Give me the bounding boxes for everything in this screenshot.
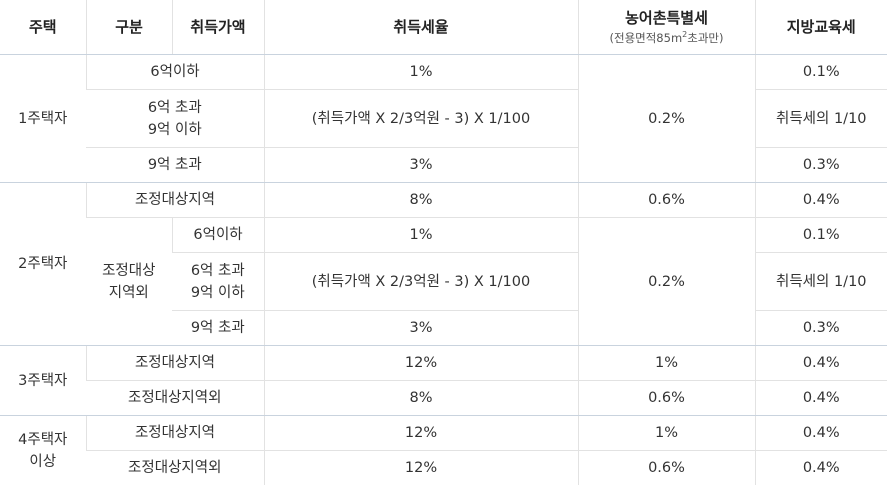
edu-tax-cell: 0.4% — [755, 381, 887, 416]
header-price: 취득가액 — [172, 0, 264, 55]
category-cell: 6억 초과 9억 이하 — [86, 90, 264, 148]
price-cell: 6억 초과 9억 이하 — [172, 253, 264, 311]
rate-cell: 8% — [264, 183, 578, 218]
table-row: 1주택자 6억이하 1% 0.2% 0.1% — [0, 55, 887, 90]
edu-tax-cell: 0.1% — [755, 218, 887, 253]
table-row: 조정대상지역외 8% 0.6% 0.4% — [0, 381, 887, 416]
rural-tax-cell: 1% — [578, 346, 755, 381]
category-cell: 조정대상지역 — [86, 416, 264, 451]
category-line: 지역외 — [109, 285, 149, 301]
table-row: 2주택자 조정대상지역 8% 0.6% 0.4% — [0, 183, 887, 218]
header-rural-tax-note: (전용면적85m2초과만) — [579, 30, 755, 46]
header-row: 주택 구분 취득가액 취득세율 농어촌특별세 (전용면적85m2초과만) 지방교… — [0, 0, 887, 55]
edu-tax-cell: 0.4% — [755, 416, 887, 451]
rural-note-prefix: (전용면적85m — [610, 31, 683, 45]
house-line: 4주택자 — [18, 432, 67, 448]
header-rural-tax-label: 농어촌특별세 — [625, 9, 708, 27]
category-line: 9억 이하 — [148, 122, 202, 138]
price-cell: 6억이하 — [172, 218, 264, 253]
rate-cell: 12% — [264, 346, 578, 381]
header-rate: 취득세율 — [264, 0, 578, 55]
house-2-label: 2주택자 — [0, 183, 86, 346]
rate-cell: 8% — [264, 381, 578, 416]
rate-cell: 3% — [264, 311, 578, 346]
rate-cell: 12% — [264, 416, 578, 451]
category-cell: 6억이하 — [86, 55, 264, 90]
rate-cell: 1% — [264, 55, 578, 90]
header-house: 주택 — [0, 0, 86, 55]
category-line: 6억 초과 — [148, 100, 202, 116]
rural-tax-cell: 0.6% — [578, 183, 755, 218]
rural-tax-cell: 0.2% — [578, 55, 755, 183]
rate-formula-cell: (취득가액 X 2/3억원 - 3) X 1/100 — [264, 90, 578, 148]
rural-tax-cell: 0.2% — [578, 218, 755, 346]
header-education-tax: 지방교육세 — [755, 0, 887, 55]
rural-tax-cell: 1% — [578, 416, 755, 451]
header-category: 구분 — [86, 0, 172, 55]
rural-note-suffix: 초과만) — [687, 31, 723, 45]
rate-formula-cell: (취득가액 X 2/3억원 - 3) X 1/100 — [264, 253, 578, 311]
category-line: 조정대상 — [102, 263, 155, 279]
edu-tax-cell: 0.3% — [755, 148, 887, 183]
edu-tax-cell: 취득세의 1/10 — [755, 90, 887, 148]
price-line: 9억 이하 — [191, 285, 245, 301]
category-cell: 9억 초과 — [86, 148, 264, 183]
price-line: 6억 초과 — [191, 263, 245, 279]
house-3-label: 3주택자 — [0, 346, 86, 416]
house-line: 이상 — [29, 454, 56, 470]
rate-cell: 1% — [264, 218, 578, 253]
category-cell: 조정대상지역 — [86, 183, 264, 218]
rural-tax-cell: 0.6% — [578, 381, 755, 416]
category-cell: 조정대상지역외 — [86, 381, 264, 416]
edu-tax-cell: 0.3% — [755, 311, 887, 346]
table-row: 3주택자 조정대상지역 12% 1% 0.4% — [0, 346, 887, 381]
header-rural-tax: 농어촌특별세 (전용면적85m2초과만) — [578, 0, 755, 55]
house-1-label: 1주택자 — [0, 55, 86, 183]
price-cell: 9억 초과 — [172, 311, 264, 346]
category-cell: 조정대상지역 — [86, 346, 264, 381]
edu-tax-cell: 0.4% — [755, 183, 887, 218]
edu-tax-cell: 0.4% — [755, 346, 887, 381]
rate-cell: 3% — [264, 148, 578, 183]
edu-tax-cell: 취득세의 1/10 — [755, 253, 887, 311]
edu-tax-cell: 0.1% — [755, 55, 887, 90]
